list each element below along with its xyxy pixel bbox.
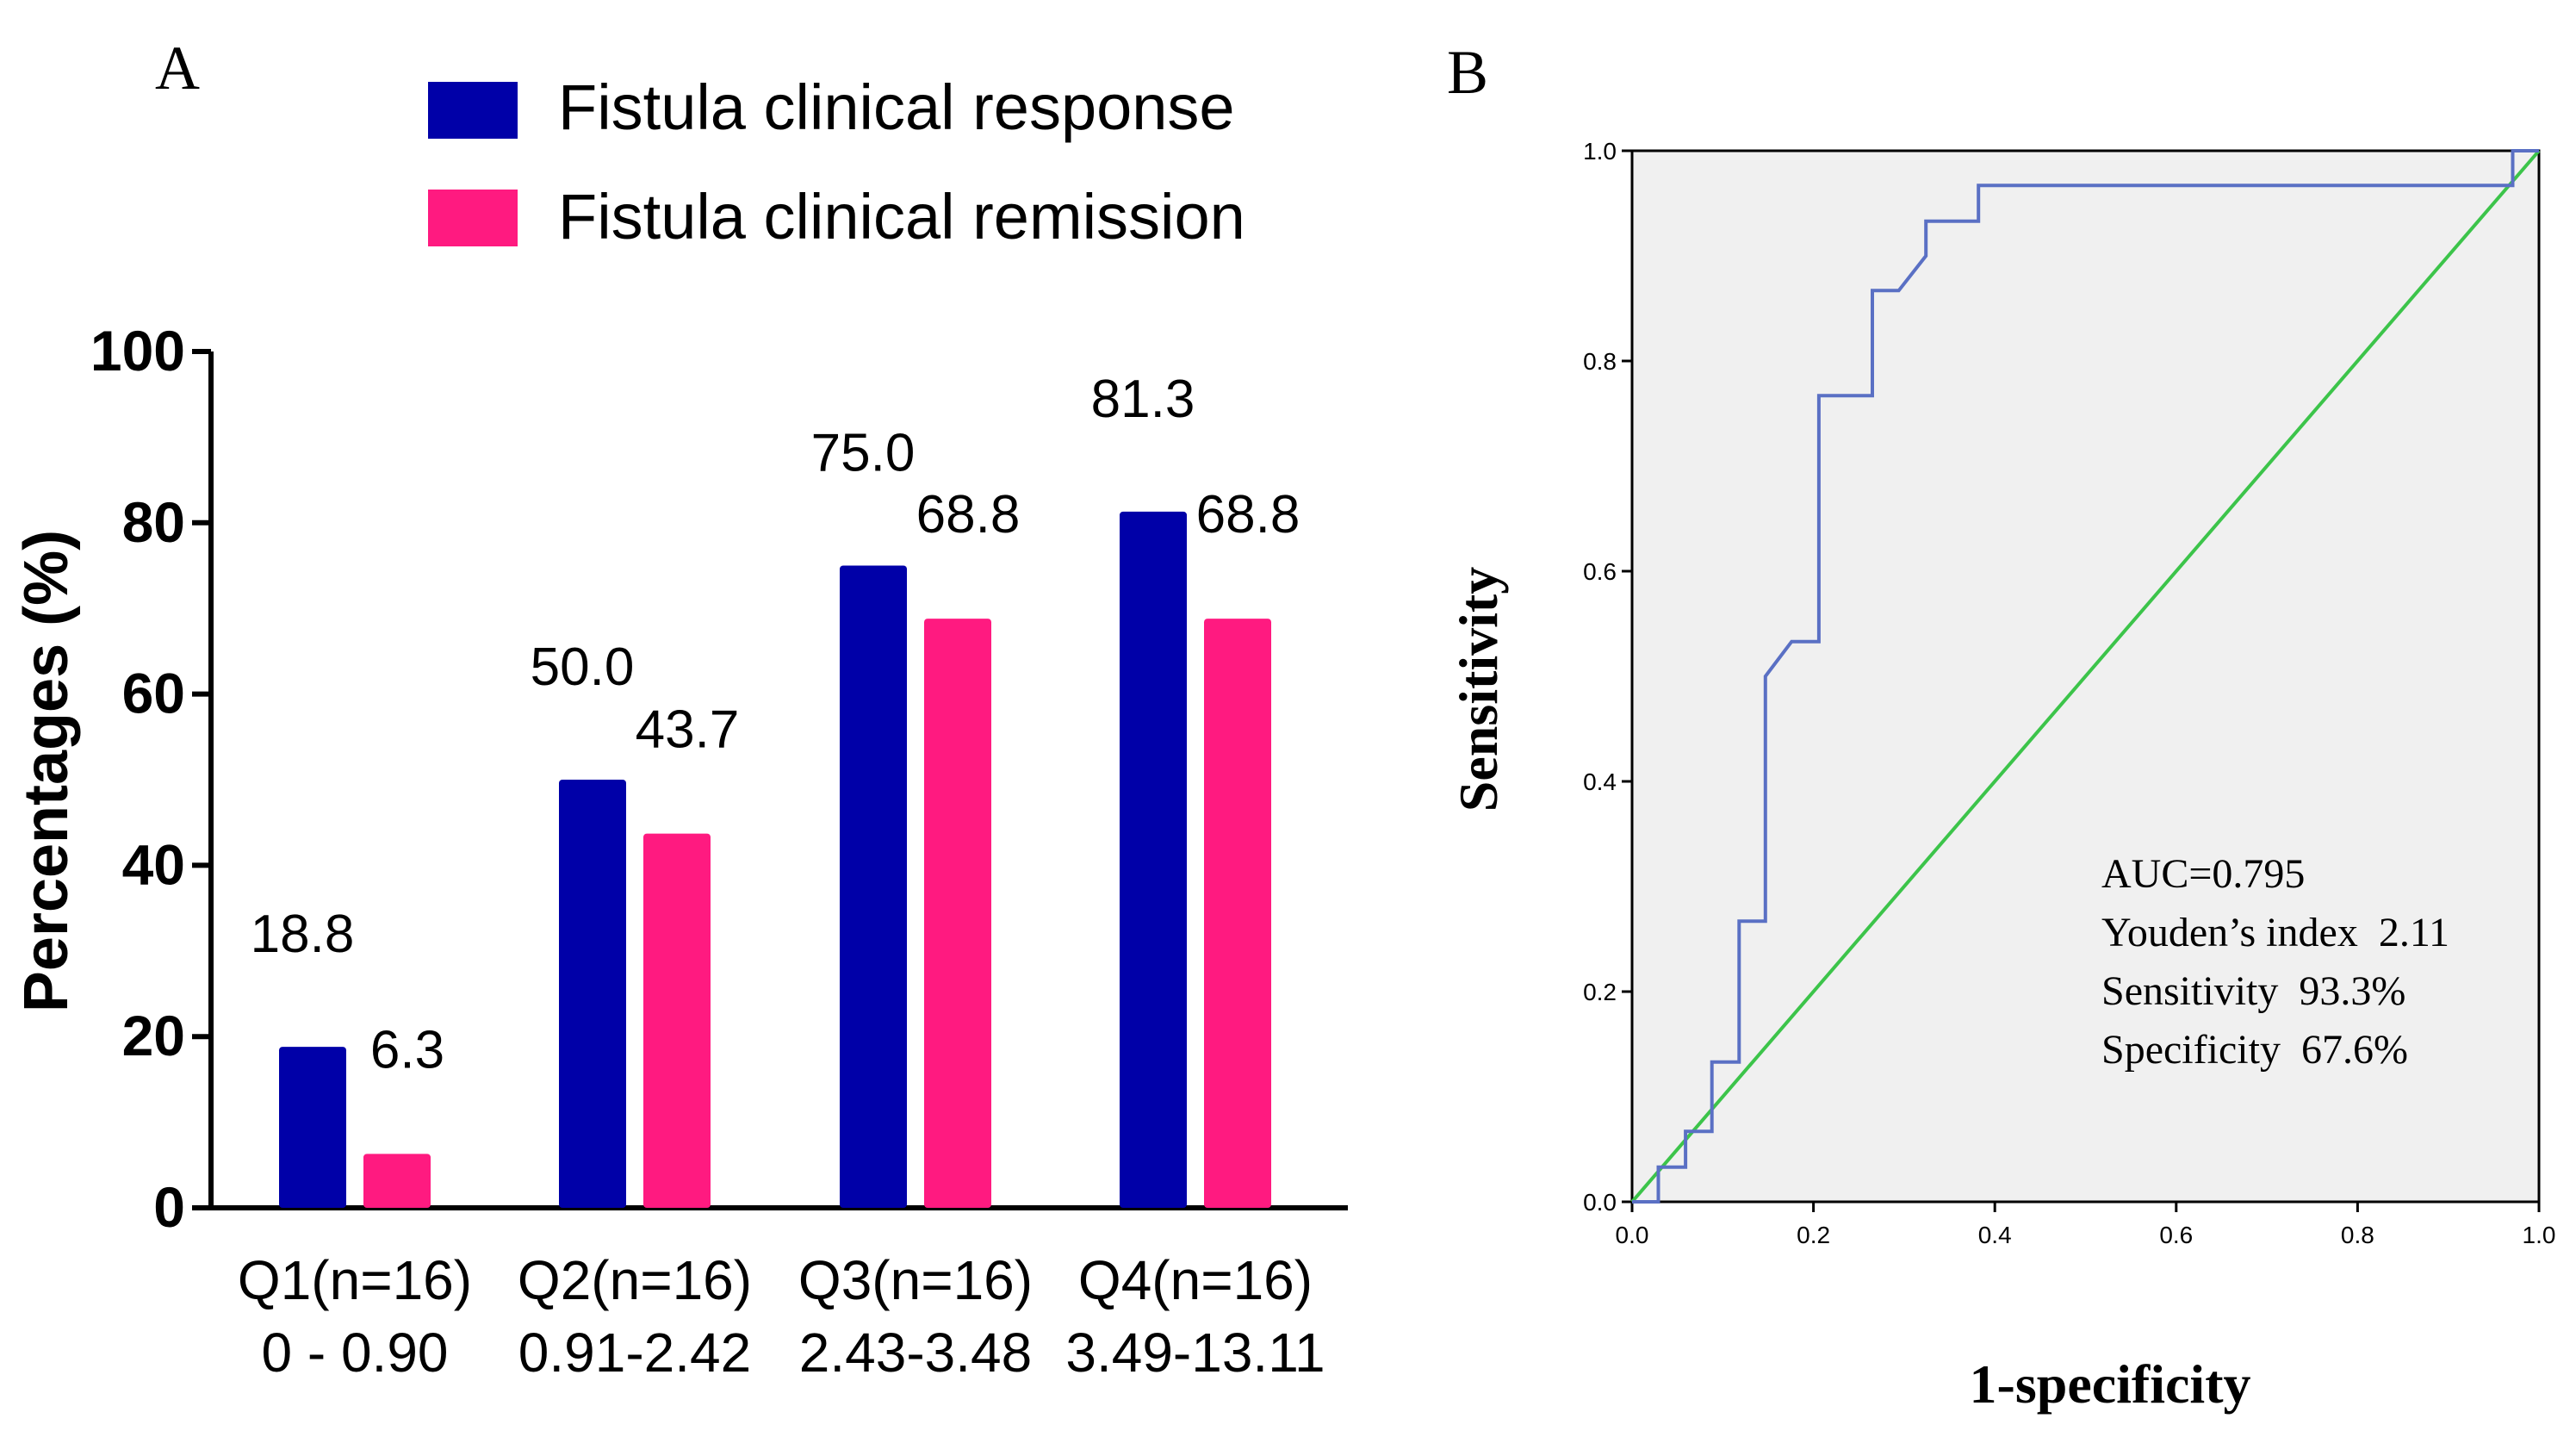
x-tick-label: Q2(n=16) xyxy=(518,1249,752,1311)
legend-label-remission: Fistula clinical remission xyxy=(558,181,1245,252)
roc-y-tick-label: 0.6 xyxy=(1583,558,1617,585)
bar xyxy=(363,1154,431,1208)
bar-value-label: 50.0 xyxy=(531,638,635,697)
panel-b-label: B xyxy=(1447,38,1488,107)
bar-value-label: 81.3 xyxy=(1091,370,1195,429)
reference-line xyxy=(1630,149,2541,1204)
legend-label-response: Fistula clinical response xyxy=(558,72,1235,143)
roc-x-tick-label: 0.0 xyxy=(1616,1222,1649,1248)
roc-y-tick-label: 0.4 xyxy=(1583,768,1617,795)
y-tick-label: 60 xyxy=(122,662,185,725)
bar-chart: 0 20 40 60 80 100 18.8 6.3 Q1(n=16) 0 - 0.90 50.04… xyxy=(90,319,1348,1384)
y-tick-label: 100 xyxy=(90,319,185,383)
x-tick-label: Q4(n=16) xyxy=(1078,1249,1313,1311)
roc-x-tick-label: 0.2 xyxy=(1797,1222,1830,1248)
y-axis-title-b: Sensitivity xyxy=(1448,567,1509,812)
y-tick-label: 40 xyxy=(122,832,185,896)
bar-value-label: 18.8 xyxy=(251,905,355,964)
y-tick-label: 0 xyxy=(153,1175,185,1239)
bar-value-label: 43.7 xyxy=(636,700,740,760)
bar-value-label: 68.8 xyxy=(916,485,1021,544)
x-tick-range-label: 3.49-13.11 xyxy=(1065,1322,1325,1384)
y-axis-title-a: Percentages (%) xyxy=(12,530,81,1012)
roc-x-tick-label: 0.4 xyxy=(1978,1222,2012,1248)
legend-swatch-response xyxy=(428,82,518,139)
bar xyxy=(643,833,711,1208)
roc-curve xyxy=(1632,149,2539,1204)
bar xyxy=(559,780,626,1208)
annotation-auc: AUC=0.795 xyxy=(2101,851,2305,897)
roc-chart: 0.0 0.2 0.4 0.6 0.8 1.0 0.0 0.2 0.4 0.6 0.8 1.0 xyxy=(1583,138,2555,1248)
roc-y-tick-label: 0.8 xyxy=(1583,348,1617,375)
x-tick-range-label: 0 - 0.90 xyxy=(261,1322,448,1384)
roc-x-tick-label: 0.8 xyxy=(2341,1222,2374,1248)
roc-annotations: AUC=0.795 Youden’s index 2.11 Sensitivit… xyxy=(2101,851,2449,1073)
bar-value-label: 75.0 xyxy=(811,424,916,483)
bar xyxy=(279,1047,346,1208)
annotation-specificity: Specificity 67.6% xyxy=(2101,1027,2408,1073)
bar xyxy=(840,565,907,1208)
bar-value-label: 6.3 xyxy=(370,1020,444,1079)
x-axis-title-b: 1-specificity xyxy=(1970,1353,2251,1415)
bar-value-label: 68.8 xyxy=(1196,485,1300,544)
x-tick-label: Q3(n=16) xyxy=(798,1249,1033,1311)
y-tick-label: 80 xyxy=(122,490,185,554)
bar xyxy=(924,619,991,1208)
panel-a-label: A xyxy=(155,34,200,103)
x-tick-range-label: 2.43-3.48 xyxy=(799,1322,1032,1384)
x-tick-range-label: 0.91-2.42 xyxy=(518,1322,751,1384)
y-tick-label: 20 xyxy=(122,1004,185,1067)
annotation-youden: Youden’s index 2.11 xyxy=(2101,910,2449,955)
x-tick-label: Q1(n=16) xyxy=(238,1249,472,1311)
roc-x-tick-label: 1.0 xyxy=(2523,1222,2556,1248)
bar xyxy=(1204,619,1271,1208)
legend-a: Fistula clinical response Fistula clinic… xyxy=(428,72,1245,252)
bar xyxy=(1120,511,1187,1208)
legend-swatch-remission xyxy=(428,190,518,246)
annotation-sensitivity: Sensitivity 93.3% xyxy=(2101,968,2405,1014)
roc-y-tick-label: 1.0 xyxy=(1583,138,1617,165)
roc-y-tick-label: 0.2 xyxy=(1583,979,1617,1005)
roc-y-tick-label: 0.0 xyxy=(1583,1189,1617,1216)
roc-x-tick-label: 0.6 xyxy=(2159,1222,2193,1248)
